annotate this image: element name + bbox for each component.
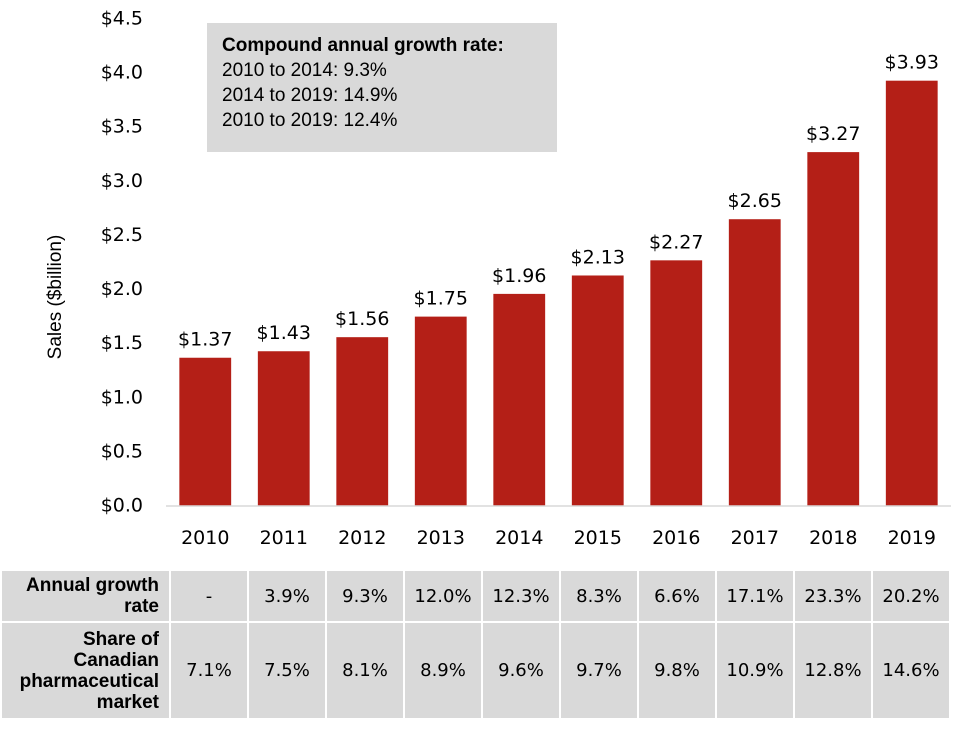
- share-cell: 8.1%: [327, 623, 403, 718]
- share-cell: 10.9%: [717, 623, 793, 718]
- growth-cell: 3.9%: [249, 571, 325, 621]
- growth-cell: 23.3%: [795, 571, 871, 621]
- data-label: $1.56: [335, 308, 389, 330]
- share-cell: 9.8%: [639, 623, 715, 718]
- bar-2011: [257, 351, 310, 506]
- y-tick-label: $1.5: [101, 332, 143, 354]
- share-cell: 9.6%: [483, 623, 559, 718]
- data-label: $3.27: [806, 123, 860, 145]
- x-tick-label: 2011: [260, 527, 308, 549]
- bar-2016: [650, 260, 703, 506]
- data-label: $1.75: [414, 288, 468, 310]
- growth-cell: -: [171, 571, 247, 621]
- data-label: $3.93: [885, 52, 939, 74]
- header-line: Share of: [82, 628, 159, 650]
- bar-2017: [728, 219, 781, 506]
- x-tick-label: 2010: [181, 527, 229, 549]
- header-line: pharmaceutical: [19, 670, 159, 692]
- share-cell: 8.9%: [405, 623, 481, 718]
- cagr-line-2010-2019: 2010 to 2019: 12.4%: [222, 110, 398, 131]
- x-tick-label: 2018: [809, 527, 857, 549]
- x-tick-label: 2015: [574, 527, 622, 549]
- market-share-row: Share of Canadian pharmaceutical market …: [2, 623, 949, 718]
- stats-table: Annual growth rate - 3.9% 9.3% 12.0% 12.…: [0, 569, 951, 720]
- x-tick-label: 2016: [652, 527, 700, 549]
- header-line: rate: [124, 596, 159, 617]
- x-tick-label: 2013: [417, 527, 465, 549]
- growth-cell: 6.6%: [639, 571, 715, 621]
- bar-2014: [493, 293, 546, 506]
- growth-cell: 12.0%: [405, 571, 481, 621]
- bars: [179, 80, 938, 506]
- header-line: market: [96, 691, 159, 713]
- y-tick-label: $1.0: [101, 386, 143, 408]
- y-tick-label: $4.0: [101, 62, 143, 84]
- data-label: $1.43: [257, 322, 311, 344]
- growth-cell: 12.3%: [483, 571, 559, 621]
- y-tick-label: $3.5: [101, 116, 143, 138]
- bar-2018: [807, 152, 860, 506]
- x-axis: 2010 2011 2012 2013 2014 2015 2016 2017 2018 2019: [181, 527, 936, 549]
- y-tick-label: $4.5: [101, 8, 143, 30]
- x-tick-label: 2012: [338, 527, 386, 549]
- x-tick-label: 2019: [888, 527, 936, 549]
- y-tick-label: $0.5: [101, 440, 143, 462]
- cagr-line-2014-2019: 2014 to 2019: 14.9%: [222, 85, 398, 106]
- data-label: $2.65: [728, 190, 782, 212]
- cagr-line-2010-2014: 2010 to 2014: 9.3%: [222, 60, 387, 81]
- share-cell: 7.1%: [171, 623, 247, 718]
- growth-cell: 20.2%: [873, 571, 949, 621]
- y-tick-label: $3.0: [101, 170, 143, 192]
- market-share-header: Share of Canadian pharmaceutical market: [2, 623, 169, 718]
- growth-cell: 17.1%: [717, 571, 793, 621]
- share-cell: 7.5%: [249, 623, 325, 718]
- growth-cell: 9.3%: [327, 571, 403, 621]
- cagr-annotation-box: Compound annual growth rate: 2010 to 201…: [207, 23, 557, 152]
- bar-2010: [179, 357, 232, 506]
- data-label: $1.37: [178, 329, 232, 351]
- sales-bar-chart: $0.0 $0.5 $1.0 $1.5 $2.0 $2.5 $3.0 $3.5 $4.0 $4.5…: [45, 8, 951, 549]
- x-tick-label: 2014: [495, 527, 543, 549]
- share-cell: 12.8%: [795, 623, 871, 718]
- growth-cell: 8.3%: [561, 571, 637, 621]
- bar-2015: [571, 275, 624, 506]
- data-label: $2.13: [571, 246, 625, 268]
- y-axis: $0.0 $0.5 $1.0 $1.5 $2.0 $2.5 $3.0 $3.5 $4.0 $4.5: [101, 8, 143, 517]
- annual-growth-row: Annual growth rate - 3.9% 9.3% 12.0% 12.…: [2, 571, 949, 621]
- y-tick-label: $2.5: [101, 224, 143, 246]
- cagr-title: Compound annual growth rate:: [222, 35, 504, 56]
- annual-growth-header: Annual growth rate: [2, 571, 169, 621]
- bar-2019: [885, 80, 938, 506]
- header-line: Annual growth: [26, 575, 159, 596]
- data-label: $1.96: [492, 265, 546, 287]
- bar-2012: [336, 337, 389, 506]
- header-line: Canadian: [73, 649, 159, 671]
- y-tick-label: $2.0: [101, 278, 143, 300]
- data-labels: $1.37 $1.43 $1.56 $1.75 $1.96 $2.13 $2.27 $2.65…: [178, 52, 939, 351]
- y-tick-label: $0.0: [101, 495, 143, 517]
- share-cell: 9.7%: [561, 623, 637, 718]
- data-label: $2.27: [649, 231, 703, 253]
- bar-2013: [414, 316, 467, 506]
- y-axis-label: Sales ($billion): [45, 235, 66, 360]
- x-tick-label: 2017: [731, 527, 779, 549]
- share-cell: 14.6%: [873, 623, 949, 718]
